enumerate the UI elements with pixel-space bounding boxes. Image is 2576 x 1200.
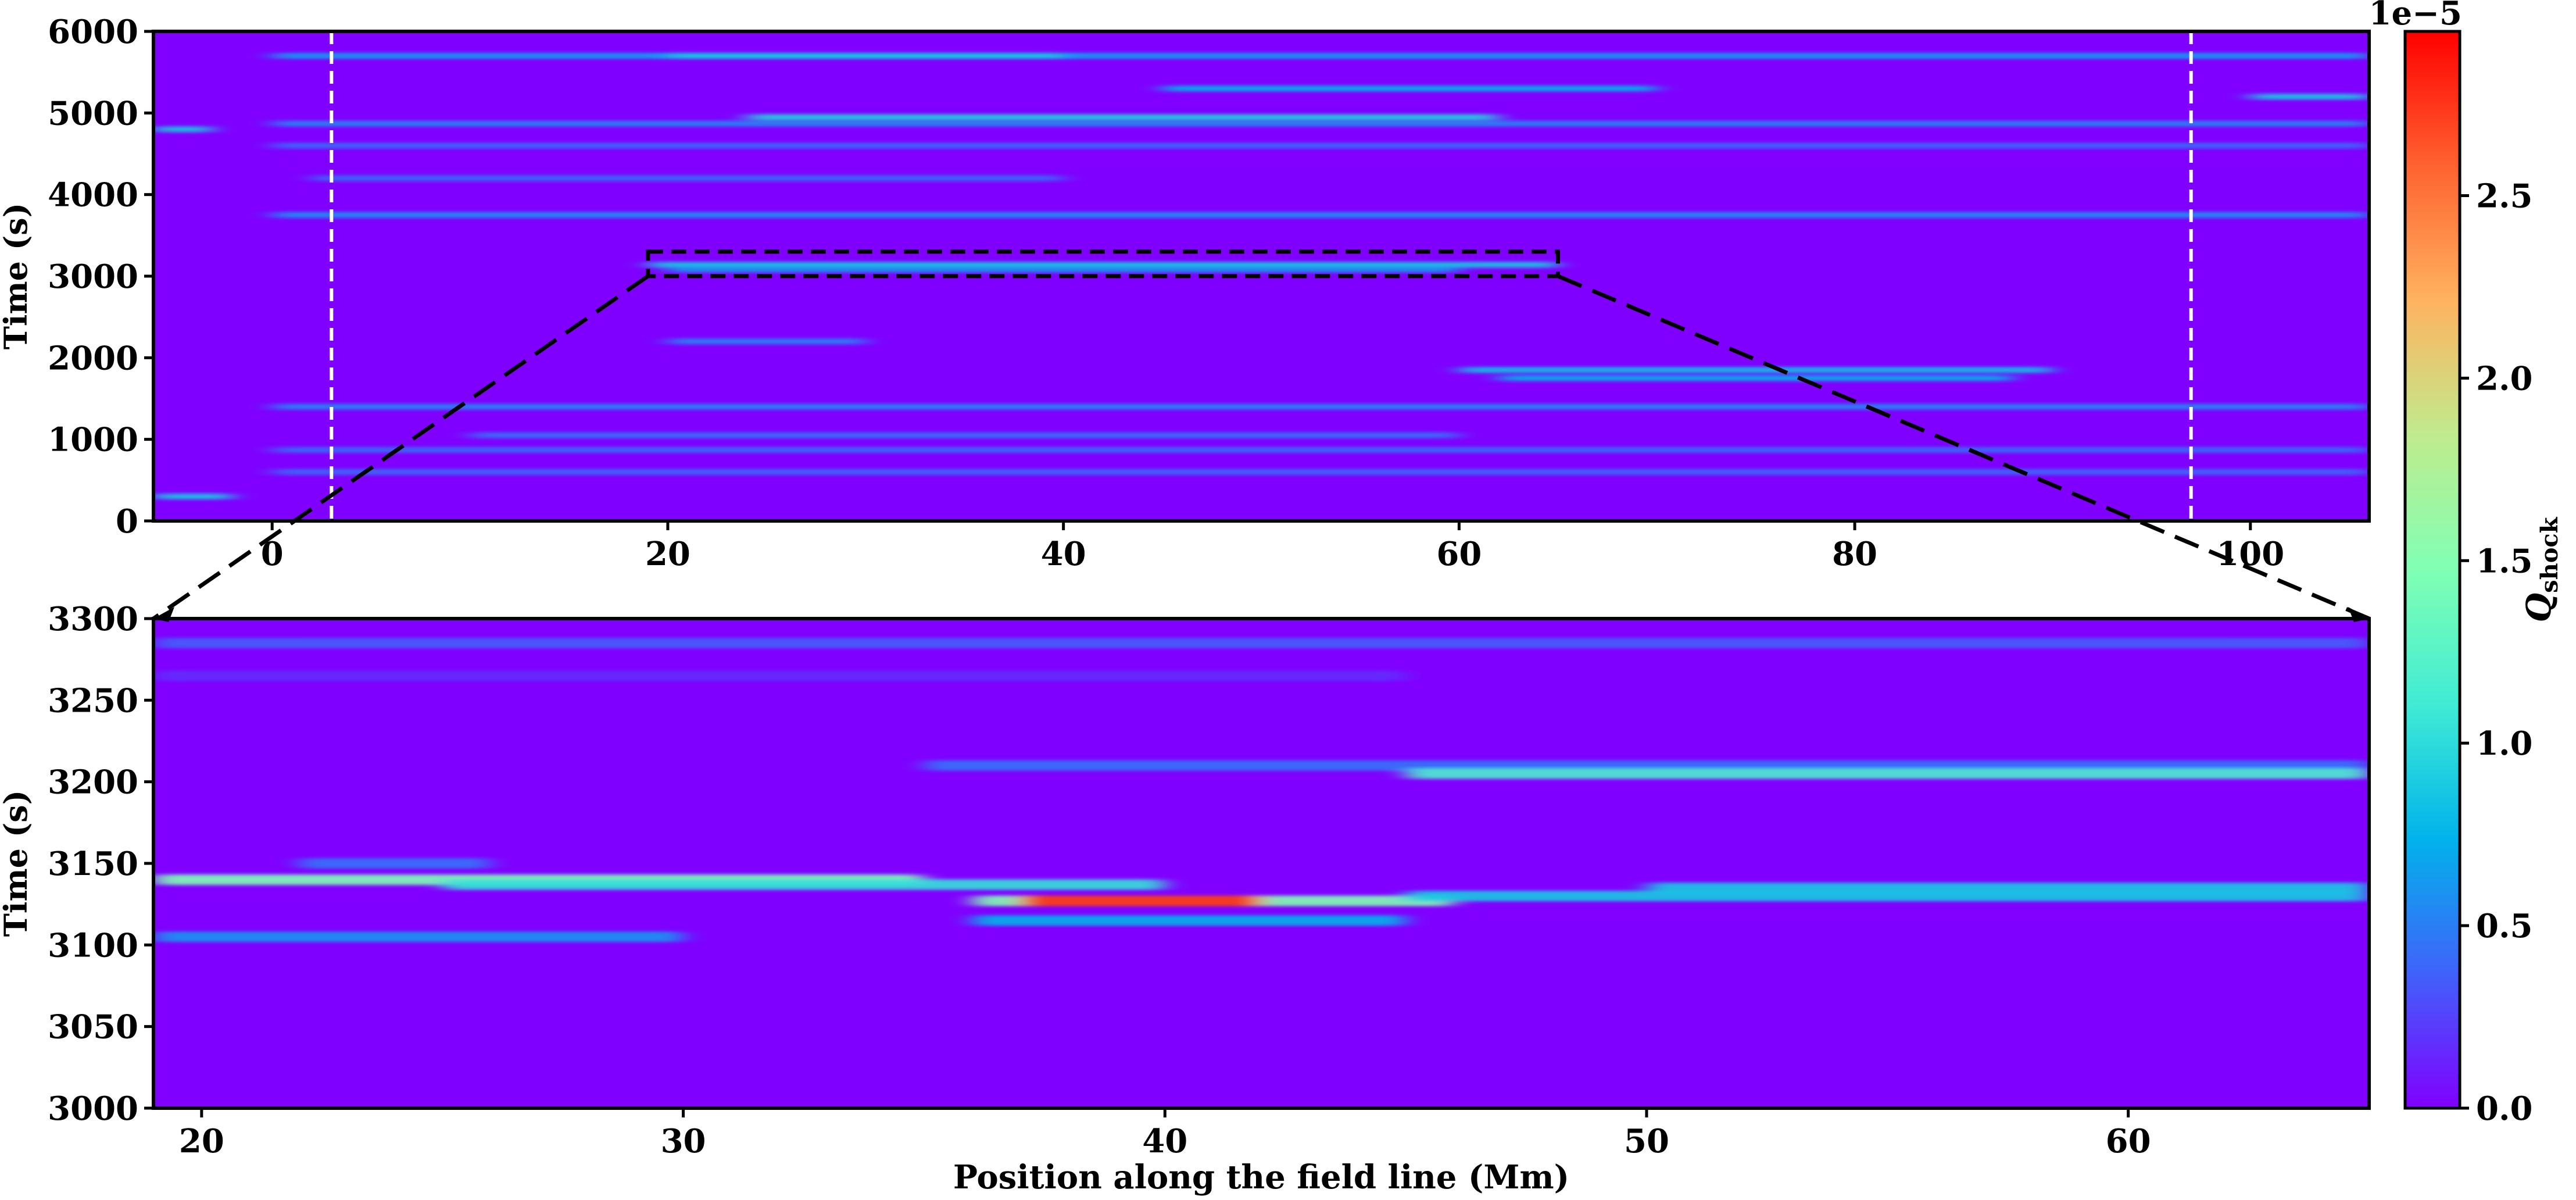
top-streak-10: [667, 338, 866, 345]
top-ytick-label-2: 2000: [48, 339, 138, 377]
top-streak-17: [153, 493, 233, 499]
colorbar-label: Qshock: [2519, 516, 2563, 622]
bot-streak-9: [1646, 883, 2369, 894]
bot-ytick-label-1: 3050: [48, 1008, 138, 1047]
colorbar-tick-label-0: 0.0: [2476, 1090, 2532, 1128]
top-x-axis-ticks: 0 20 40 60 80 100: [261, 521, 2284, 573]
bot-ytick-label-0: 3000: [48, 1090, 138, 1128]
top-streak-1: [667, 53, 1064, 59]
top-ytick-label-1: 1000: [48, 421, 138, 459]
top-xtick-label-1: 20: [645, 535, 690, 573]
colorbar-label-main: Q: [2519, 593, 2559, 623]
colorbar-label-sub: shock: [2536, 516, 2563, 593]
top-streak-7: [272, 212, 2369, 218]
top-y-axis-label: Time (s): [0, 203, 34, 350]
top-streak-3: [747, 114, 1499, 120]
zoom-connector-left: [152, 274, 649, 620]
bot-ytick-label-3: 3150: [48, 845, 138, 883]
bot-streak-12: [298, 858, 491, 869]
top-xtick-label-3: 60: [1436, 535, 1482, 573]
bottom-y-axis-ticks: 3000 3050 3100 3150 3200 3250 3300: [48, 600, 153, 1128]
bot-streak-8: [1405, 891, 2369, 902]
top-plot-background: [153, 31, 2369, 521]
top-streak-4: [272, 120, 2369, 127]
top-ytick-label-0: 0: [116, 502, 138, 541]
bot-streak-0: [153, 638, 2369, 649]
bottom-x-axis-label: Position along the field line (Mm): [953, 1158, 1569, 1197]
top-streak-14: [470, 432, 1459, 438]
top-streak-5: [272, 142, 2369, 149]
zoom-region-box: [646, 249, 1561, 278]
top-streak-12: [1498, 375, 2013, 381]
top-streak-8: [647, 262, 1558, 268]
bottom-plot-background: [153, 619, 2369, 1108]
top-ytick-label-4: 4000: [48, 176, 138, 215]
bot-streak-3: [1405, 768, 2369, 779]
bot-streak-5: [442, 879, 1165, 890]
top-streak-15: [272, 447, 2369, 453]
bot-xtick-label-2: 40: [1142, 1122, 1187, 1160]
bot-xtick-label-3: 50: [1624, 1122, 1669, 1160]
bottom-y-axis-label: Time (s): [0, 790, 34, 937]
bot-xtick-label-0: 20: [179, 1122, 224, 1160]
top-y-axis-ticks: 0 1000 2000 3000 4000 5000 6000: [48, 13, 153, 541]
top-streak-2: [1162, 85, 1657, 92]
bot-streak-7: [1020, 895, 1261, 906]
bot-ytick-label-4: 3200: [48, 763, 138, 802]
colorbar-offset-label: 1e−5: [2369, 0, 2462, 33]
bot-streak-10: [972, 915, 1406, 926]
top-streak-18: [153, 126, 213, 133]
top-xtick-label-2: 40: [1041, 535, 1086, 573]
colorbar-tick-label-4: 2.0: [2476, 359, 2532, 398]
top-streak-11: [1459, 367, 2053, 373]
colorbar-tick-label-3: 1.5: [2476, 542, 2532, 580]
colorbar-tick-label-2: 1.0: [2476, 724, 2532, 763]
top-streak-9: [667, 266, 1459, 273]
connector-arrowhead-left: [153, 607, 174, 622]
bottom-x-axis-ticks: 20 30 40 50 60: [179, 1108, 2151, 1160]
bot-xtick-label-4: 60: [2106, 1122, 2151, 1160]
zoom-heatmap-panel: 20 30 40 50 60 3000305031003150320032503300 …: [0, 600, 2371, 1197]
bot-streak-11: [153, 931, 684, 942]
bot-ytick-label-6: 3300: [48, 600, 138, 638]
bottom-heatmap-streaks: [153, 638, 2369, 942]
bot-streak-2: [924, 760, 2369, 771]
colorbar: 0.0 0.5 1.0 1.5 2.0 2.5 1e−5 Qshock: [2369, 0, 2563, 1128]
bot-ytick-label-5: 3250: [48, 681, 138, 720]
colorbar-scale: [2403, 30, 2461, 1110]
bot-ytick-label-2: 3100: [48, 926, 138, 965]
top-ytick-label-6: 6000: [48, 13, 138, 51]
colorbar-tick-label-1: 0.5: [2476, 907, 2532, 945]
top-streak-19: [2250, 94, 2369, 100]
colorbar-ticks: 0.0 0.5 1.0 1.5 2.0 2.5: [2460, 177, 2532, 1128]
top-ytick-label-5: 5000: [48, 94, 138, 133]
colorbar-tick-label-5: 2.5: [2476, 177, 2532, 216]
top-streak-0: [272, 53, 2369, 59]
bot-streak-1: [153, 670, 1406, 681]
bot-xtick-label-1: 30: [661, 1122, 706, 1160]
connector-arrowhead-right: [2348, 607, 2369, 622]
top-streak-13: [272, 403, 2369, 410]
top-heatmap-streaks: [153, 53, 2369, 499]
top-streak-16: [272, 469, 2369, 475]
top-streak-6: [312, 175, 1064, 181]
top-xtick-label-4: 80: [1832, 535, 1877, 573]
top-ytick-label-3: 3000: [48, 258, 138, 296]
